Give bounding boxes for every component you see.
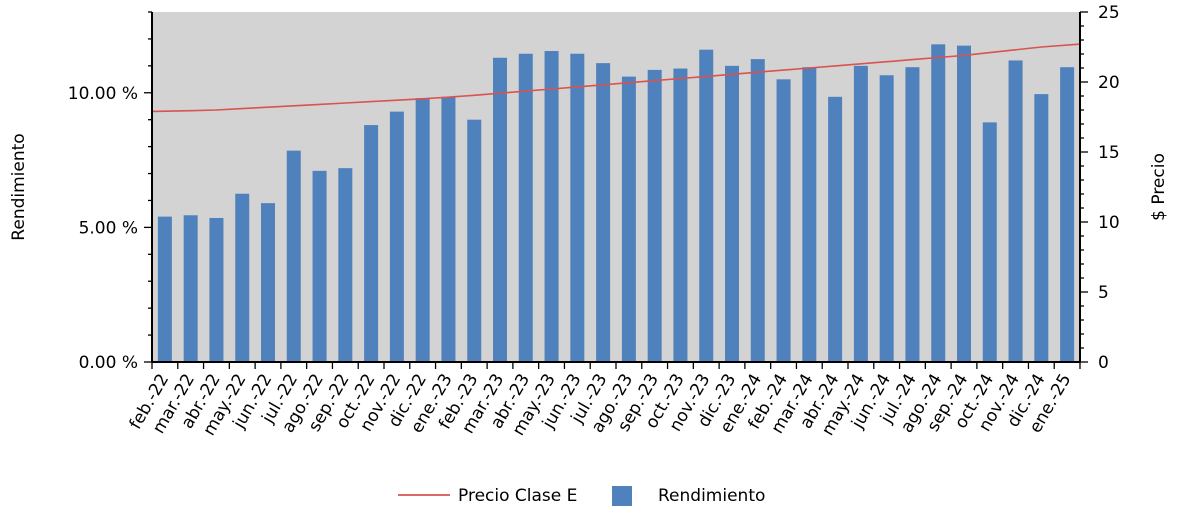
- bar-feb.-23: [467, 119, 482, 362]
- legend: Precio Clase E Rendimiento: [398, 486, 765, 506]
- bar-dic.-24: [1034, 94, 1049, 363]
- bar-jul.-23: [596, 63, 611, 363]
- y2-axis-title: $ Precio: [1149, 153, 1169, 221]
- bar-ago.-22: [312, 170, 327, 362]
- bar-feb.-24: [776, 79, 791, 362]
- bar-sep.-23: [647, 69, 662, 362]
- bar-ene.-24: [750, 59, 765, 363]
- bar-dic.-22: [415, 98, 430, 363]
- bar-ene.-25: [1060, 67, 1075, 362]
- bar-dic.-23: [725, 65, 739, 362]
- bar-nov.-24: [1008, 60, 1023, 363]
- bar-jul.-24: [905, 67, 920, 362]
- bar-ago.-24: [931, 44, 946, 363]
- bar-ene.-23: [441, 96, 456, 362]
- y2-tick-label: 15: [1098, 143, 1120, 163]
- bar-jul.-22: [286, 150, 301, 362]
- bar-sep.-22: [338, 168, 353, 362]
- legend-label-precio: Precio Clase E: [458, 486, 577, 506]
- line-layer: [152, 43, 1080, 113]
- bar-mar.-23: [493, 57, 507, 363]
- bar-may.-24: [853, 65, 868, 362]
- bar-may.-22: [235, 193, 250, 362]
- y2-tick-label: 25: [1098, 3, 1120, 23]
- bar-oct.-23: [673, 68, 688, 362]
- bar-oct.-24: [982, 122, 997, 362]
- bar-feb.-22: [157, 216, 172, 362]
- bar-mar.-24: [802, 67, 817, 362]
- bar-mar.-22: [183, 215, 198, 362]
- bar-nov.-23: [699, 49, 714, 362]
- bar-abr.-22: [209, 217, 224, 362]
- y2-tick-label: 10: [1098, 213, 1120, 233]
- bar-ago.-23: [621, 76, 636, 363]
- bar-may.-23: [544, 51, 559, 362]
- y2-tick-label: 0: [1098, 353, 1109, 373]
- y-tick-label: 10.00 %: [68, 84, 138, 104]
- line-precio-clase-e: [152, 43, 1080, 113]
- y-tick-label: 5.00 %: [79, 218, 138, 238]
- y-axis-title: Rendimiento: [9, 133, 29, 240]
- bar-nov.-22: [389, 111, 404, 363]
- plot-area: [152, 12, 1080, 362]
- legend-label-rendimiento: Rendimiento: [658, 486, 765, 506]
- bar-jun.-22: [261, 203, 275, 362]
- bar-jun.-24: [879, 75, 894, 363]
- bar-sep.-24: [957, 45, 971, 363]
- bar-jun.-23: [570, 53, 585, 362]
- y2-tick-label: 5: [1098, 283, 1109, 303]
- bar-abr.-24: [828, 96, 843, 362]
- bar-oct.-22: [364, 125, 379, 362]
- y2-tick-label: 20: [1098, 73, 1120, 93]
- bars-layer: [157, 44, 1075, 363]
- legend-bar-symbol: [612, 486, 632, 506]
- y-tick-label: 0.00 %: [79, 353, 138, 373]
- bar-abr.-23: [518, 53, 533, 362]
